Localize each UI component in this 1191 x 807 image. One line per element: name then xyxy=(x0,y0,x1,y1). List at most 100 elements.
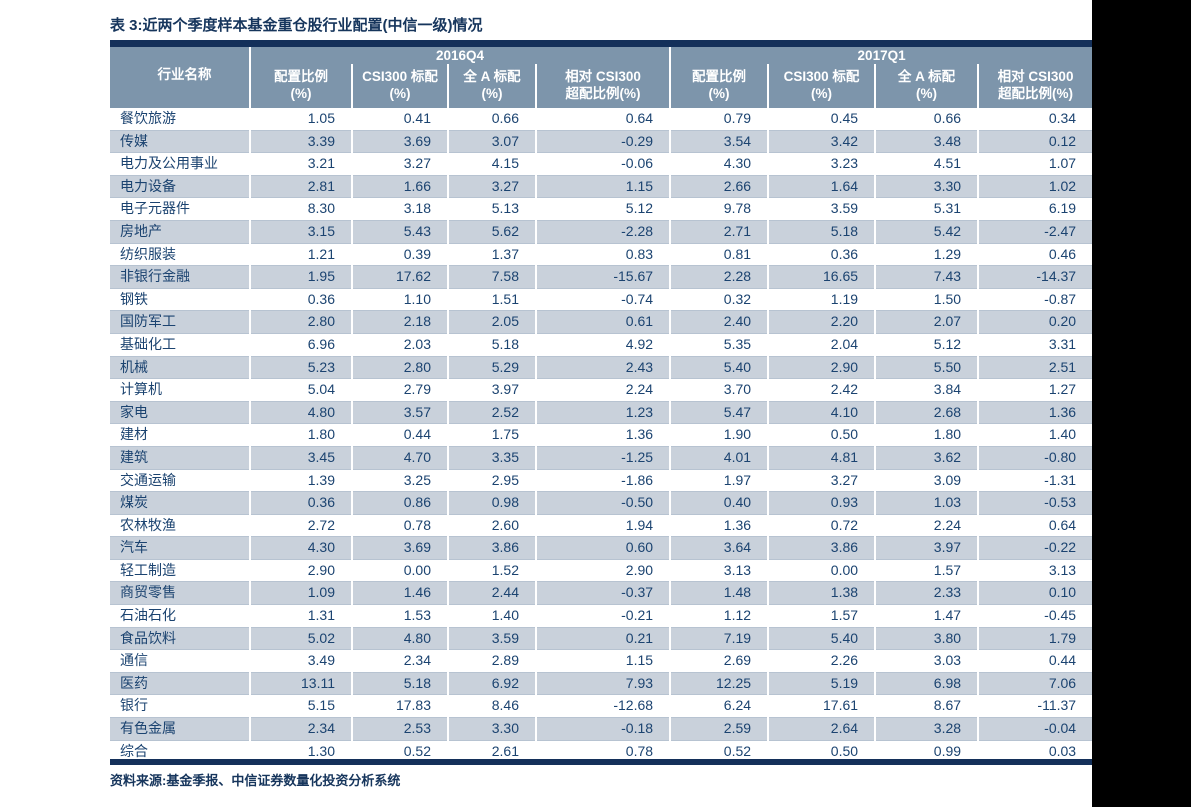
value-cell: 2.64 xyxy=(768,717,877,741)
value-cell: 5.18 xyxy=(768,220,877,244)
value-cell: 2.90 xyxy=(536,559,672,583)
value-cell: 7.58 xyxy=(448,265,537,289)
value-cell: 3.59 xyxy=(768,197,877,221)
value-cell: 0.21 xyxy=(536,627,672,651)
quarter-2016q4-header: 2016Q4 xyxy=(250,47,672,64)
value-cell: 0.44 xyxy=(978,649,1093,673)
value-cell: 5.43 xyxy=(352,220,449,244)
value-cell: 8.67 xyxy=(875,694,980,719)
value-cell: 0.78 xyxy=(352,514,449,538)
value-cell: 2.40 xyxy=(670,310,770,334)
value-cell: 5.40 xyxy=(768,627,877,651)
industry-name-cell: 有色金属 xyxy=(110,717,251,741)
value-cell: 2.53 xyxy=(352,717,449,741)
industry-name-cell: 非银行金融 xyxy=(110,265,251,289)
value-cell: 13.11 xyxy=(250,672,353,696)
value-cell: -11.37 xyxy=(978,694,1093,719)
value-cell: 4.92 xyxy=(536,333,672,357)
value-cell: 3.42 xyxy=(768,130,877,154)
value-cell: -1.31 xyxy=(978,469,1093,493)
table-row: 钢铁 0.36 1.10 1.51 -0.74 0.32 1.19 1.50 -0.87 xyxy=(110,288,1093,312)
value-cell: -0.21 xyxy=(536,604,672,628)
value-cell: 2.69 xyxy=(670,649,770,673)
value-cell: 1.09 xyxy=(250,581,353,606)
value-cell: 2.42 xyxy=(768,378,877,402)
value-cell: 6.92 xyxy=(448,672,537,696)
value-cell: 0.32 xyxy=(670,288,770,312)
value-cell: 2.71 xyxy=(670,220,770,244)
table-row: 国防军工 2.80 2.18 2.05 0.61 2.40 2.20 2.07 0.20 xyxy=(110,310,1093,334)
value-cell: -0.29 xyxy=(536,130,672,154)
value-cell: 1.03 xyxy=(875,491,980,515)
value-cell: 3.86 xyxy=(448,536,537,560)
value-cell: 1.29 xyxy=(875,243,980,267)
value-cell: 0.64 xyxy=(978,514,1093,538)
value-cell: 4.30 xyxy=(250,536,353,560)
value-cell: 3.59 xyxy=(448,627,537,651)
industry-allocation-table: 行业名称 2016Q4 2017Q1 配置比例 (%) CSI300 标配 (%) 全 … xyxy=(110,47,1093,764)
value-cell: 17.62 xyxy=(352,265,449,289)
value-cell: 3.64 xyxy=(670,536,770,560)
value-cell: 1.38 xyxy=(768,581,877,606)
value-cell: 1.15 xyxy=(536,649,672,673)
industry-name-cell: 电力设备 xyxy=(110,175,251,199)
table-row: 交通运输 1.39 3.25 2.95 -1.86 1.97 3.27 3.09 -1.31 xyxy=(110,469,1093,493)
value-cell: 0.44 xyxy=(352,423,449,447)
value-cell: -0.37 xyxy=(536,581,672,606)
value-cell: 1.07 xyxy=(978,152,1093,176)
value-cell: 3.48 xyxy=(875,130,980,154)
table-row: 电子元器件 8.30 3.18 5.13 5.12 9.78 3.59 5.31 6.19 xyxy=(110,197,1093,221)
report-page: 表 3:近两个季度样本基金重仓股行业配置(中信一级)情况 行业名称 2016Q4… xyxy=(0,0,1093,807)
value-cell: 3.28 xyxy=(875,717,980,741)
value-cell: 3.70 xyxy=(670,378,770,402)
table-row: 纺织服装 1.21 0.39 1.37 0.83 0.81 0.36 1.29 0.46 xyxy=(110,243,1093,267)
value-cell: 2.34 xyxy=(250,717,353,741)
value-cell: 3.27 xyxy=(768,469,877,493)
value-cell: 7.43 xyxy=(875,265,980,289)
value-cell: 1.40 xyxy=(978,423,1093,447)
value-cell: 0.86 xyxy=(352,491,449,515)
value-cell: 1.21 xyxy=(250,243,353,267)
source-note: 资料来源:基金季报、中信证券数量化投资分析系统 xyxy=(110,773,401,788)
table-row: 煤炭 0.36 0.86 0.98 -0.50 0.40 0.93 1.03 -0.53 xyxy=(110,491,1093,515)
value-cell: 5.18 xyxy=(448,333,537,357)
value-cell: 1.53 xyxy=(352,604,449,628)
value-cell: 0.12 xyxy=(978,130,1093,154)
value-cell: 1.31 xyxy=(250,604,353,628)
value-cell: 2.07 xyxy=(875,310,980,334)
industry-name-cell: 商贸零售 xyxy=(110,581,251,606)
value-cell: 3.49 xyxy=(250,649,353,673)
industry-name-cell: 计算机 xyxy=(110,378,251,402)
value-cell: 3.45 xyxy=(250,446,353,470)
value-cell: 0.98 xyxy=(448,491,537,515)
value-cell: 5.12 xyxy=(536,197,672,221)
value-cell: 0.00 xyxy=(352,559,449,583)
value-cell: 3.25 xyxy=(352,469,449,493)
value-cell: 1.80 xyxy=(250,423,353,447)
industry-name-cell: 银行 xyxy=(110,694,251,719)
value-cell: 2.80 xyxy=(352,356,449,380)
table-row: 汽车 4.30 3.69 3.86 0.60 3.64 3.86 3.97 -0.22 xyxy=(110,536,1093,560)
value-cell: 3.62 xyxy=(875,446,980,470)
value-cell: 2.05 xyxy=(448,310,537,334)
value-cell: 2.18 xyxy=(352,310,449,334)
column-header: CSI300 标配 (%) xyxy=(352,64,449,108)
value-cell: 4.80 xyxy=(250,401,353,425)
value-cell: 3.18 xyxy=(352,197,449,221)
value-cell: 1.52 xyxy=(448,559,537,583)
table-row: 基础化工 6.96 2.03 5.18 4.92 5.35 2.04 5.12 3.31 xyxy=(110,333,1093,357)
industry-name-cell: 电力及公用事业 xyxy=(110,152,251,176)
value-cell: 2.34 xyxy=(352,649,449,673)
value-cell: 1.47 xyxy=(875,604,980,628)
value-cell: 3.31 xyxy=(978,333,1093,357)
value-cell: 1.80 xyxy=(875,423,980,447)
column-header: 配置比例 (%) xyxy=(670,64,770,108)
value-cell: 0.45 xyxy=(768,108,877,131)
table-row: 建材 1.80 0.44 1.75 1.36 1.90 0.50 1.80 1.40 xyxy=(110,423,1093,447)
value-cell: 1.46 xyxy=(352,581,449,606)
table-row: 食品饮料 5.02 4.80 3.59 0.21 7.19 5.40 3.80 1.79 xyxy=(110,627,1093,651)
value-cell: 9.78 xyxy=(670,197,770,221)
value-cell: 0.46 xyxy=(978,243,1093,267)
value-cell: -0.22 xyxy=(978,536,1093,560)
